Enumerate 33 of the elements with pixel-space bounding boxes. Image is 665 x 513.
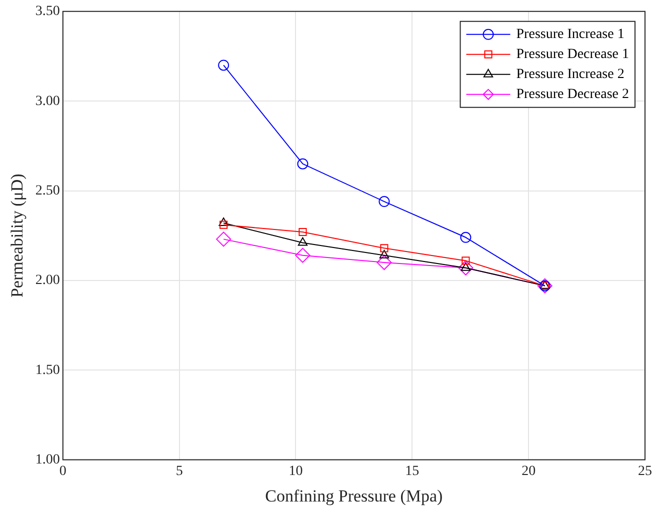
point (379, 250, 390, 258)
point (462, 256, 470, 265)
y-tick-label: 1.50 (35, 362, 60, 378)
legend-label: Pressure Increase 1 (516, 27, 624, 42)
point (297, 158, 308, 170)
point (216, 232, 232, 247)
y-tick-label: 2.50 (35, 183, 60, 198)
legend-label: Pressure Decrease 2 (516, 87, 630, 102)
point (376, 255, 392, 270)
x-axis-title: Confining Pressure (Mpa) (265, 486, 443, 506)
x-tick-label: 15 (405, 464, 420, 479)
point (218, 218, 228, 226)
x-tick-label: 10 (288, 464, 303, 479)
point (460, 232, 472, 243)
y-tick-label: 1.00 (35, 452, 60, 468)
legend-label: Pressure Increase 2 (516, 67, 624, 82)
y-tick-label: 3.00 (35, 94, 60, 109)
point (220, 220, 228, 229)
legend-label: Pressure Decrease 1 (516, 47, 630, 62)
point (458, 260, 474, 276)
y-tick-label: 2.00 (35, 273, 60, 288)
point (380, 244, 388, 252)
point (218, 60, 230, 71)
x-tick-label: 0 (59, 464, 66, 479)
point (298, 237, 308, 246)
x-tick-label: 25 (638, 464, 652, 479)
point (378, 196, 390, 208)
x-tick-label: 20 (522, 464, 536, 479)
y-tick-label: 3.50 (35, 4, 60, 20)
y-axis-title: Permeability (μD) (8, 174, 27, 298)
point (298, 228, 307, 236)
x-tick-label: 5 (176, 464, 183, 479)
point (295, 248, 310, 263)
